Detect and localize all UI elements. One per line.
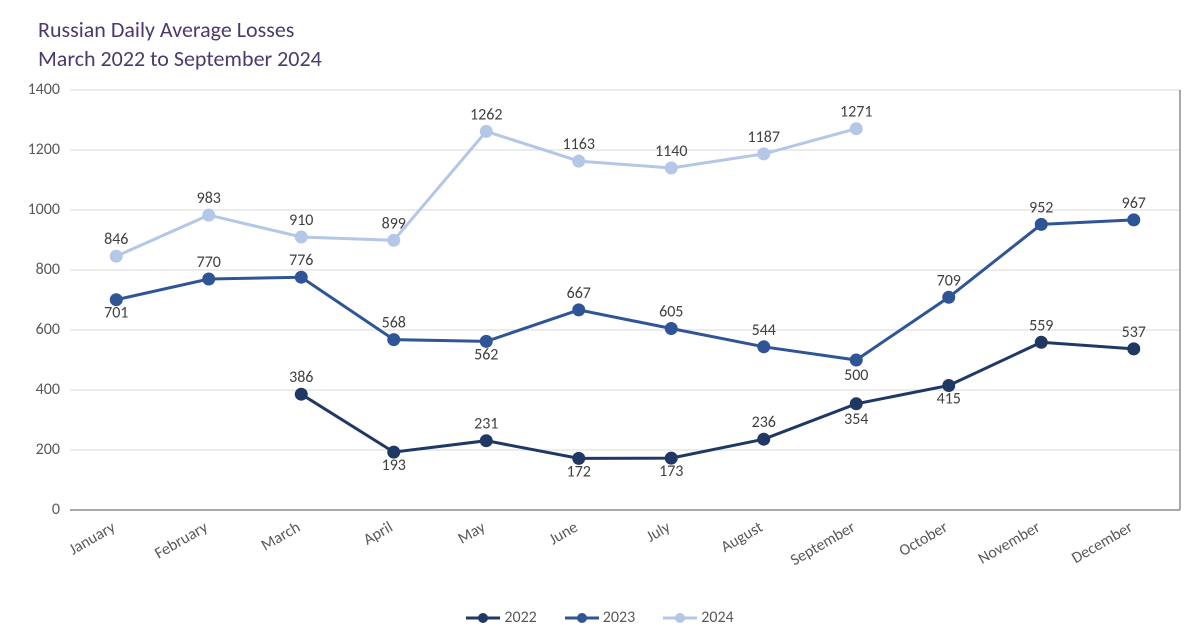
x-tick-label: July (643, 517, 674, 546)
data-label: 776 (289, 251, 313, 270)
data-label: 709 (937, 271, 961, 290)
data-label: 537 (1122, 323, 1146, 342)
series-marker-2023 (851, 355, 862, 366)
legend-label: 2022 (504, 608, 536, 627)
y-tick-label: 1200 (28, 140, 60, 159)
x-axis: January February March April May June July Augu… (66, 517, 1137, 570)
data-label: 193 (382, 456, 406, 475)
x-tick-label: August (718, 518, 767, 557)
data-labels: 386 193 231 172 173 236 354 415 559 537 701 770 776 5… (104, 103, 1146, 482)
series-line-2024 (116, 129, 856, 257)
data-label: 1262 (470, 105, 502, 124)
legend-item-2023: 2023 (565, 608, 635, 627)
series-marker-2024 (666, 163, 677, 174)
x-tick-label: January (66, 517, 120, 559)
series-marker-2023 (943, 292, 954, 303)
series-marker-2022 (481, 435, 492, 446)
gridlines (70, 90, 1180, 510)
data-label: 386 (289, 368, 313, 387)
data-label: 568 (382, 314, 406, 333)
y-tick-label: 200 (36, 440, 60, 459)
y-tick-label: 1000 (28, 200, 60, 219)
x-tick-label: December (1068, 518, 1136, 568)
series-marker-2024 (573, 156, 584, 167)
series-marker-2022 (1036, 337, 1047, 348)
series-marker-2022 (851, 398, 862, 409)
series-marker-2023 (296, 272, 307, 283)
data-label: 1187 (748, 128, 780, 147)
data-label: 173 (659, 462, 683, 481)
series-group (111, 123, 1140, 464)
series-marker-2024 (758, 148, 769, 159)
series-marker-2022 (296, 389, 307, 400)
y-tick-label: 400 (36, 380, 60, 399)
series-marker-2022 (758, 434, 769, 445)
legend-swatch (466, 611, 500, 625)
data-label: 667 (567, 284, 591, 303)
data-label: 701 (104, 304, 128, 323)
data-label: 500 (844, 366, 868, 385)
series-marker-2023 (388, 334, 399, 345)
x-tick-label: May (455, 518, 490, 549)
y-tick-label: 1400 (28, 80, 60, 99)
series-marker-2024 (296, 232, 307, 243)
series-marker-2023 (1128, 214, 1139, 225)
data-label: 172 (567, 462, 591, 481)
legend-label: 2024 (701, 608, 733, 627)
data-label: 967 (1122, 194, 1146, 213)
series-marker-2022 (1128, 343, 1139, 354)
data-label: 231 (474, 415, 498, 434)
data-label: 605 (659, 303, 683, 322)
series-marker-2023 (203, 274, 214, 285)
series-marker-2024 (388, 235, 399, 246)
series-marker-2024 (851, 123, 862, 134)
data-label: 562 (474, 345, 498, 364)
x-tick-label: February (151, 517, 211, 563)
series-marker-2024 (203, 210, 214, 221)
x-tick-label: November (975, 518, 1044, 569)
series-marker-2023 (758, 341, 769, 352)
data-label: 952 (1029, 198, 1053, 217)
data-label: 544 (752, 321, 776, 340)
data-label: 846 (104, 230, 128, 249)
legend-label: 2023 (603, 608, 635, 627)
legend-item-2024: 2024 (663, 608, 733, 627)
x-tick-label: April (360, 518, 396, 550)
y-tick-label: 0 (52, 500, 60, 519)
series-marker-2023 (573, 304, 584, 315)
y-axis: 0 200 400 600 800 1000 1200 1400 (28, 80, 60, 519)
series-line-2023 (116, 220, 1134, 360)
x-tick-label: October (896, 518, 952, 561)
x-tick-label: June (546, 518, 581, 549)
data-label: 559 (1029, 316, 1053, 335)
series-marker-2023 (1036, 219, 1047, 230)
x-tick-label: March (258, 518, 304, 555)
data-label: 415 (937, 390, 961, 409)
legend-swatch (565, 611, 599, 625)
chart-svg: 0 200 400 600 800 1000 1200 1400 January Februar… (0, 0, 1200, 635)
legend-swatch (663, 611, 697, 625)
data-label: 910 (289, 211, 313, 230)
y-tick-label: 800 (36, 260, 60, 279)
data-label: 354 (844, 410, 868, 429)
legend: 2022 2023 2024 (0, 608, 1200, 627)
chart-container: Russian Daily Average Losses March 2022 … (0, 0, 1200, 635)
data-label: 1140 (655, 142, 687, 161)
series-marker-2024 (481, 126, 492, 137)
series-line-2022 (301, 342, 1134, 458)
x-tick-label: September (787, 518, 859, 570)
data-label: 236 (752, 413, 776, 432)
y-tick-label: 600 (36, 320, 60, 339)
data-label: 1163 (563, 135, 595, 154)
axis-lines (70, 90, 1180, 510)
series-marker-2023 (666, 323, 677, 334)
legend-item-2022: 2022 (466, 608, 536, 627)
data-label: 899 (382, 214, 406, 233)
data-label: 1271 (840, 103, 872, 122)
data-label: 770 (197, 253, 221, 272)
series-marker-2024 (111, 251, 122, 262)
data-label: 983 (197, 189, 221, 208)
